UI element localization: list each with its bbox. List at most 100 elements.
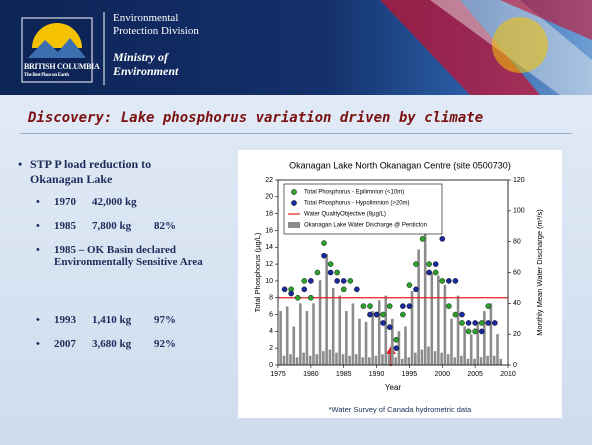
bar <box>444 285 447 365</box>
y2-tick-label: 20 <box>513 331 521 338</box>
point <box>466 320 471 325</box>
legend-label: Total Phosphorus - Epilimnion (<10m) <box>304 190 404 196</box>
bullet-cell: 1985 – OK Basin declared Environmentally… <box>54 244 203 268</box>
point <box>394 337 399 342</box>
bar <box>499 359 502 365</box>
bar <box>335 353 338 365</box>
bar <box>470 334 473 365</box>
point <box>479 329 484 334</box>
division-line: Protection Division <box>113 25 199 38</box>
bar <box>414 353 417 365</box>
bar <box>480 357 483 365</box>
point <box>374 312 379 317</box>
y-tick-label: 2 <box>269 345 273 352</box>
point <box>282 287 287 292</box>
bullet-cell: 82% <box>154 220 184 232</box>
point <box>413 287 418 292</box>
y2-tick-label: 80 <box>513 239 521 246</box>
bar <box>302 353 305 365</box>
x-tick-label: 2000 <box>434 371 450 378</box>
slide: BRITISH COLUMBIA The Best Place on Earth… <box>0 0 592 445</box>
bar <box>437 276 440 365</box>
x-tick-label: 2010 <box>500 371 516 378</box>
point <box>459 320 464 325</box>
bar <box>427 347 430 366</box>
y2-tick-label: 0 <box>513 362 517 369</box>
y-tick-label: 18 <box>265 210 273 217</box>
bar <box>312 303 315 365</box>
bar <box>296 357 299 365</box>
bullet-cell: 1,410 kg <box>92 314 154 326</box>
bar <box>279 311 282 365</box>
bar <box>460 356 463 365</box>
point <box>387 304 392 309</box>
y2-tick-label: 100 <box>513 208 525 215</box>
division-line: Environmental <box>113 12 199 25</box>
bar <box>329 350 332 365</box>
point <box>400 304 405 309</box>
point <box>335 270 340 275</box>
division: Environmental Protection Division <box>113 12 199 38</box>
chart-title: Okanagan Lake North Okanagan Centre (sit… <box>289 160 511 170</box>
point <box>492 320 497 325</box>
y-tick-label: 14 <box>265 244 273 251</box>
logo-line: BRITISH COLUMBIA <box>24 62 99 71</box>
point <box>427 270 432 275</box>
bar <box>496 334 499 365</box>
bar <box>384 296 387 365</box>
bar <box>306 311 309 365</box>
main-bullet: • STP P load reduction to Okanagan Lake <box>18 157 223 187</box>
point <box>446 304 451 309</box>
point <box>361 304 366 309</box>
banner-art <box>0 0 592 95</box>
point <box>367 304 372 309</box>
bar <box>404 326 407 365</box>
bullet-cell: 1985 <box>54 220 92 232</box>
bar <box>483 311 486 365</box>
x-tick-label: 1990 <box>369 371 385 378</box>
point <box>446 278 451 283</box>
y-tick-label: 12 <box>265 261 273 268</box>
legend-key <box>291 200 296 205</box>
bar <box>421 350 424 365</box>
bar <box>371 311 374 365</box>
bar <box>378 300 381 365</box>
point <box>381 320 386 325</box>
y2-axis-label: Monthly Mean Water Discharge (m³/s) <box>535 209 544 336</box>
bullet-cell: 1993 <box>54 314 92 326</box>
bar <box>463 326 466 365</box>
point <box>459 312 464 317</box>
y-tick-label: 8 <box>269 295 273 302</box>
bar <box>299 303 302 365</box>
point <box>486 320 491 325</box>
bullet-text: STP P load reduction to Okanagan Lake <box>30 157 180 187</box>
bar <box>394 357 397 365</box>
point <box>302 287 307 292</box>
bar <box>325 254 328 365</box>
y-tick-label: 20 <box>265 194 273 201</box>
point <box>348 278 353 283</box>
point <box>440 236 445 241</box>
point <box>433 261 438 266</box>
y2-tick-label: 60 <box>513 269 521 276</box>
point <box>341 278 346 283</box>
bar <box>486 356 489 365</box>
bar <box>401 359 404 365</box>
bullet-cell: 3,680 kg <box>92 338 154 350</box>
legend-label: Water QualityObjective (8µg/L) <box>304 212 386 218</box>
bar <box>286 306 289 365</box>
point <box>387 325 392 330</box>
point <box>407 304 412 309</box>
point <box>433 270 438 275</box>
bullet-cell: 42,000 kg <box>92 196 154 208</box>
bar <box>381 354 384 365</box>
bar <box>283 356 286 365</box>
logo-text: BRITISH COLUMBIA The Best Place on Earth <box>24 62 99 80</box>
point <box>453 312 458 317</box>
bar <box>348 356 351 365</box>
title-rule <box>20 133 572 134</box>
y-tick-label: 10 <box>265 278 273 285</box>
bar <box>457 296 460 365</box>
point <box>486 304 491 309</box>
